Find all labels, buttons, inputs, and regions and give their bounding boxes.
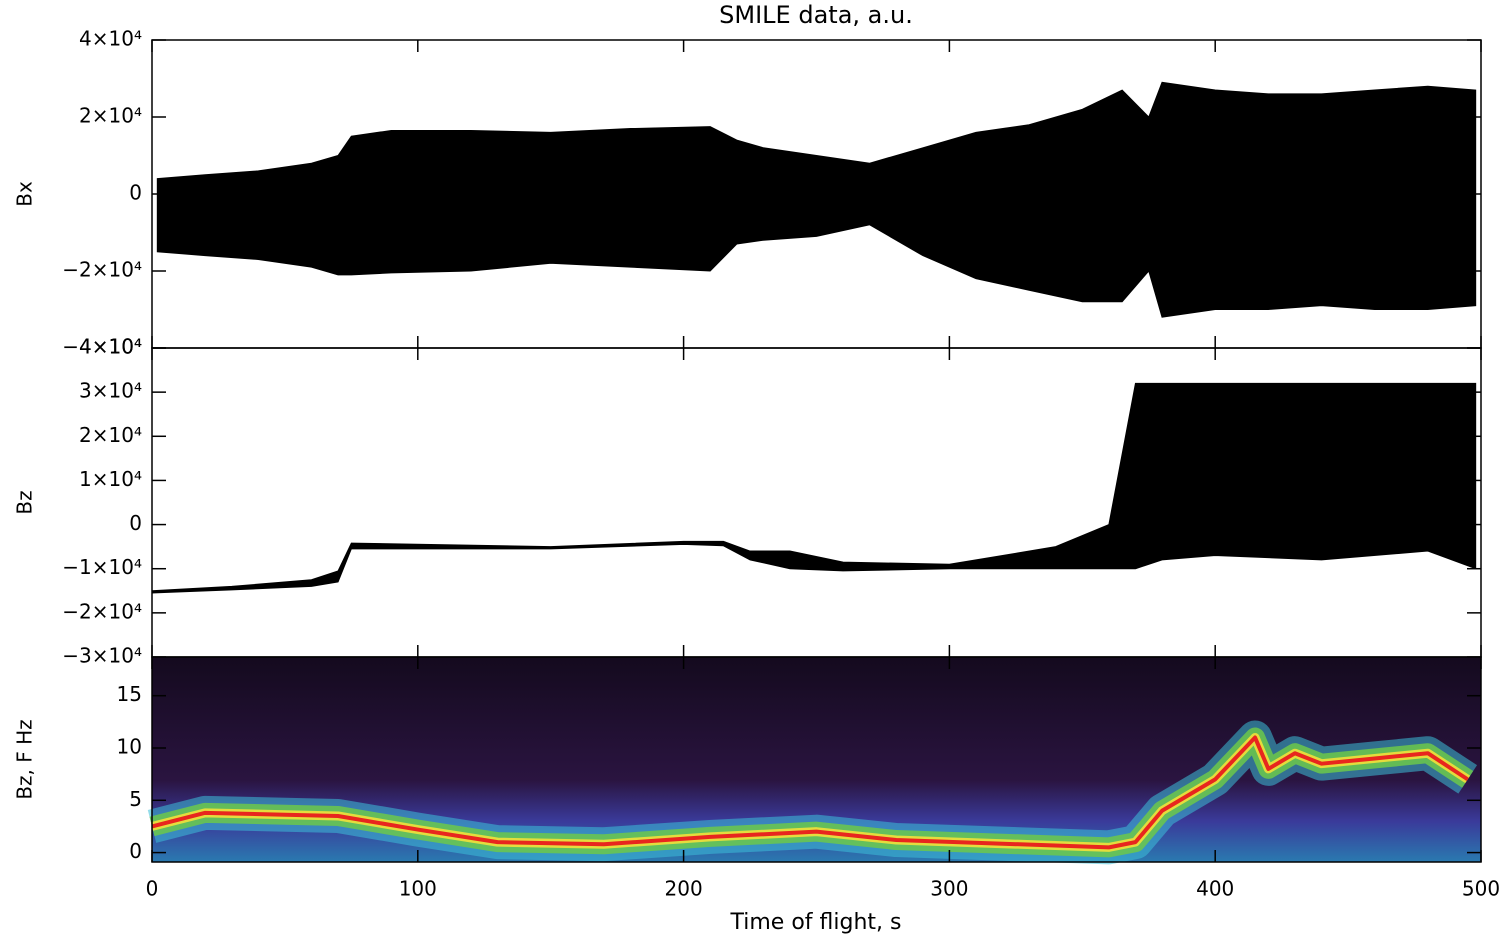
x-axis-label: Time of flight, s (730, 910, 902, 935)
signal-envelope (156, 81, 1477, 318)
y-tick-label: 5 (129, 787, 142, 811)
x-tick-label: 100 (399, 877, 437, 901)
x-tick-label: 400 (1196, 877, 1234, 901)
y-tick-label: 0 (129, 181, 142, 205)
y-tick-label: 3×10⁴ (79, 379, 142, 403)
frequency-ridge (151, 735, 1469, 850)
x-tick-label: 200 (665, 877, 703, 901)
chart-title: SMILE data, a.u. (719, 1, 913, 29)
y-tick-label: 2×10⁴ (79, 104, 142, 128)
y-axis-label: Bx (13, 181, 37, 207)
x-tick-label: 500 (1462, 877, 1500, 901)
x-tick-label: 300 (930, 877, 968, 901)
y-tick-label: 0 (129, 839, 142, 863)
y-axis-label: Bz, F Hz (13, 719, 37, 799)
y-tick-label: −1×10⁴ (62, 555, 142, 579)
y-tick-label: 0 (129, 511, 142, 535)
y-tick-label: −4×10⁴ (62, 335, 142, 359)
y-tick-label: −2×10⁴ (62, 258, 142, 282)
y-tick-label: −3×10⁴ (62, 644, 142, 668)
y-tick-label: 4×10⁴ (79, 27, 142, 51)
y-tick-label: 1×10⁴ (79, 467, 142, 491)
y-tick-label: −2×10⁴ (62, 599, 142, 623)
y-tick-label: 15 (117, 682, 142, 706)
signal-envelope (151, 382, 1477, 594)
panel-frame (151, 656, 1482, 863)
y-tick-label: 2×10⁴ (79, 423, 142, 447)
y-axis-label: Bz (13, 490, 37, 514)
y-tick-label: 10 (117, 734, 142, 758)
x-tick-label: 0 (146, 877, 159, 901)
y-tick-label: 4×10⁴ (79, 335, 142, 359)
